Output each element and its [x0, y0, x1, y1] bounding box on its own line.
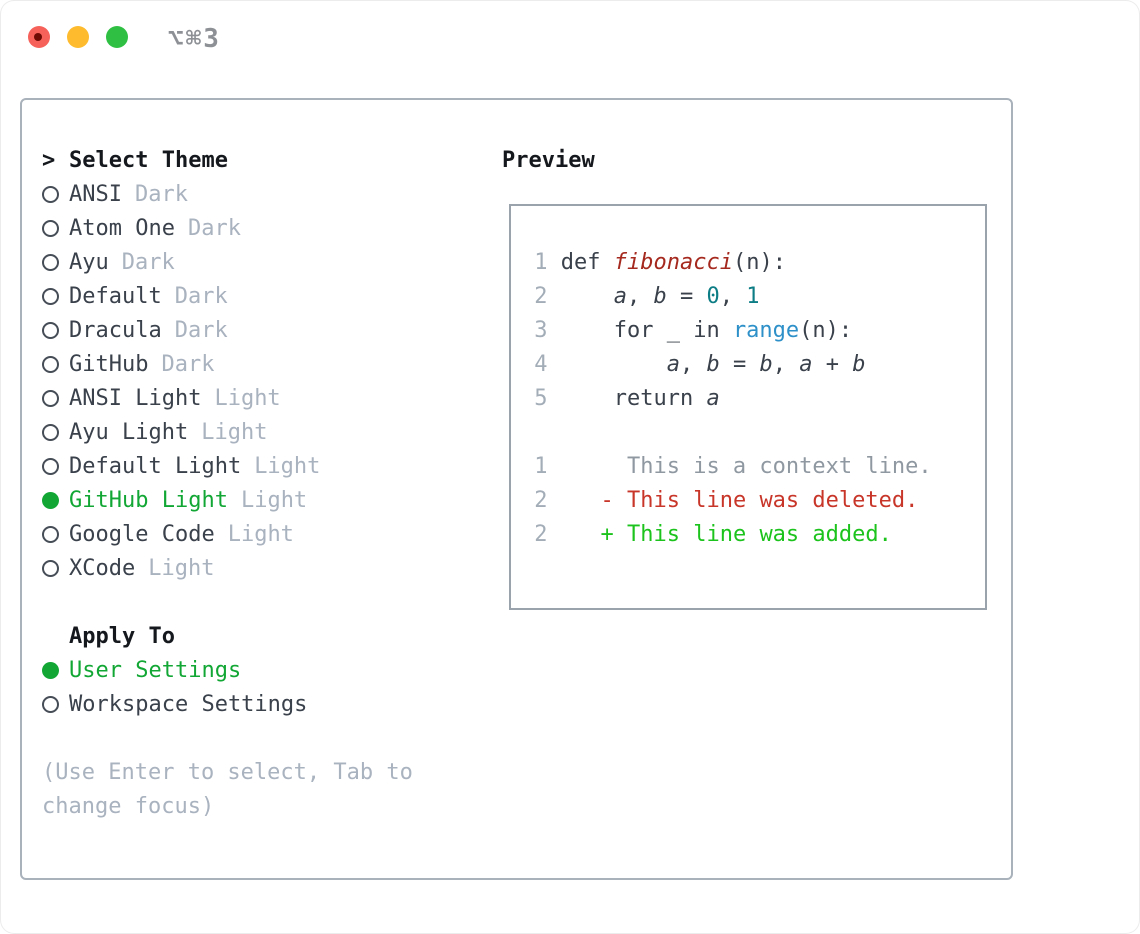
theme-option-label: ANSI Light [69, 386, 202, 411]
theme-option-label: Ayu Light [69, 420, 189, 445]
radio-icon [42, 186, 59, 203]
variant-tag: Dark [134, 182, 188, 207]
select-theme-header-row: > Select Theme [42, 144, 482, 178]
variant-tag: Light [201, 420, 268, 445]
variant-tag: Light [254, 454, 321, 479]
radio-icon [42, 390, 59, 407]
theme-option-default[interactable]: Default Dark [42, 280, 482, 314]
code-line: 3 for _ in range(n): [521, 318, 853, 343]
theme-option-ansi[interactable]: ANSI Dark [42, 178, 482, 212]
select-theme-heading: Select Theme [69, 148, 228, 173]
spacer [42, 586, 482, 620]
theme-option-ansi-light[interactable]: ANSI Light Light [42, 382, 482, 416]
theme-option-label: Atom One [69, 216, 175, 241]
radio-icon [42, 220, 59, 237]
variant-tag: Dark [121, 250, 175, 275]
theme-option-google-code[interactable]: Google Code Light [42, 518, 482, 552]
apply-option-workspace-settings[interactable]: Workspace Settings [42, 688, 482, 722]
theme-option-dracula[interactable]: Dracula Dark [42, 314, 482, 348]
radio-icon [42, 424, 59, 441]
theme-list-column: > Select Theme ANSI Dark Atom One Dark Ayu Dar… [42, 144, 482, 824]
theme-option-label: ANSI [69, 182, 122, 207]
theme-option-label: XCode [69, 556, 136, 581]
apply-option-label: Workspace Settings [69, 692, 308, 717]
close-button[interactable] [28, 26, 50, 48]
code-line: 2 - This line was deleted. [521, 488, 919, 513]
radio-icon [42, 526, 59, 543]
code-preview: 1 def fibonacci(n): 2 a, b = 0, 1 3 for … [511, 206, 985, 552]
theme-option-label: Default Light [69, 454, 242, 479]
preview-heading: Preview [502, 148, 595, 173]
theme-option-label: GitHub [69, 352, 149, 377]
titlebar: ⌥⌘3 [0, 0, 1140, 74]
apply-option-label: User Settings [69, 658, 242, 683]
theme-dialog-panel: > Select Theme ANSI Dark Atom One Dark Ayu Dar… [20, 98, 1013, 880]
theme-option-label: Ayu [69, 250, 109, 275]
theme-options-list: ANSI Dark Atom One Dark Ayu Dark Default Dark Dr… [42, 178, 482, 586]
variant-tag: Light [148, 556, 215, 581]
apply-to-header-row: Apply To [42, 620, 482, 654]
variant-tag: Light [214, 386, 281, 411]
radio-selected-icon [42, 662, 59, 679]
theme-option-github-light[interactable]: GitHub Light Light [42, 484, 482, 518]
variant-tag: Dark [161, 352, 215, 377]
unsaved-changes-dot-icon [34, 33, 42, 41]
code-line: 1 This is a context line. [521, 454, 932, 479]
code-line [521, 416, 985, 450]
preview-box: 1 def fibonacci(n): 2 a, b = 0, 1 3 for … [509, 204, 987, 610]
variant-tag: Light [240, 488, 308, 513]
variant-tag: Dark [174, 284, 228, 309]
variant-tag: Dark [187, 216, 241, 241]
help-text: (Use Enter to select, Tab to change focu… [42, 756, 482, 824]
code-line: 4 a, b = b, a + b [521, 352, 866, 377]
theme-option-ayu-light[interactable]: Ayu Light Light [42, 416, 482, 450]
theme-option-xcode[interactable]: XCode Light [42, 552, 482, 586]
apply-to-heading: Apply To [69, 624, 175, 649]
theme-option-default-light[interactable]: Default Light Light [42, 450, 482, 484]
radio-icon [42, 696, 59, 713]
theme-option-label: Google Code [69, 522, 215, 547]
apply-option-user-settings[interactable]: User Settings [42, 654, 482, 688]
radio-icon [42, 322, 59, 339]
radio-icon [42, 356, 59, 373]
radio-icon [42, 560, 59, 577]
help-line-1: (Use Enter to select, Tab to [42, 760, 413, 785]
code-line: 1 def fibonacci(n): [521, 250, 786, 275]
radio-icon [42, 288, 59, 305]
variant-tag: Light [227, 522, 294, 547]
theme-option-label: Default [69, 284, 162, 309]
code-line: 5 return a [521, 386, 720, 411]
fullscreen-button[interactable] [106, 26, 128, 48]
help-line-2: change focus) [42, 794, 215, 819]
prompt-caret-icon: > [42, 148, 56, 173]
theme-option-label: GitHub Light [69, 488, 228, 513]
radio-icon [42, 458, 59, 475]
preview-column: Preview 1 def fibonacci(n): 2 a, b = 0, … [502, 144, 997, 610]
code-line: 2 a, b = 0, 1 [521, 284, 760, 309]
theme-option-label: Dracula [69, 318, 162, 343]
window-title: ⌥⌘3 [168, 24, 221, 54]
radio-selected-icon [42, 492, 59, 509]
radio-icon [42, 254, 59, 271]
theme-option-github[interactable]: GitHub Dark [42, 348, 482, 382]
apply-to-options-list: User Settings Workspace Settings [42, 654, 482, 722]
variant-tag: Dark [174, 318, 228, 343]
theme-option-atom-one[interactable]: Atom One Dark [42, 212, 482, 246]
minimize-button[interactable] [67, 26, 89, 48]
theme-option-ayu[interactable]: Ayu Dark [42, 246, 482, 280]
code-line: 2 + This line was added. [521, 522, 892, 547]
